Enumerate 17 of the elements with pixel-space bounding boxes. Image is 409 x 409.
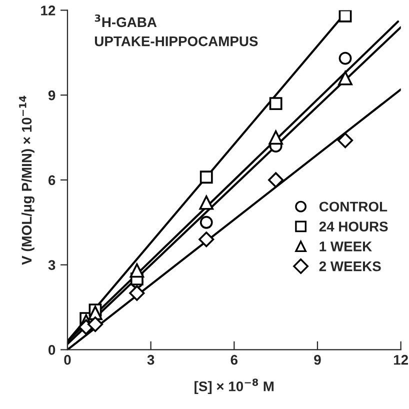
- y-tick-label: 3: [48, 260, 56, 270]
- legend-label: CONTROL: [319, 202, 388, 212]
- x-tick-label: 12: [394, 354, 408, 365]
- y-axis-title: V (MOL/μg P/MIN) × 10$^{−14}$: [19, 96, 34, 265]
- text: $^{3}$H-GABA UPTAKE-HIPPOCAMPUS: [94, 14, 258, 46]
- y-tick-label: 12: [41, 6, 56, 16]
- y-tick-label: 0: [48, 345, 56, 355]
- legend-label: 1 WEEK: [320, 242, 372, 252]
- y-tick-label: 9: [48, 90, 56, 100]
- y-tick-label: 6: [48, 175, 56, 186]
- legend-label: 2 WEEKS: [319, 261, 381, 272]
- x-tick-label: 9: [314, 354, 321, 365]
- x-tick-label: 0: [64, 354, 71, 365]
- x-axis-title: [S] × 10$^{−8}$ M: [194, 378, 274, 394]
- legend-label: 24 HOURS: [319, 222, 388, 232]
- x-tick-label: 6: [230, 354, 238, 365]
- x-tick-label: 3: [147, 354, 154, 365]
